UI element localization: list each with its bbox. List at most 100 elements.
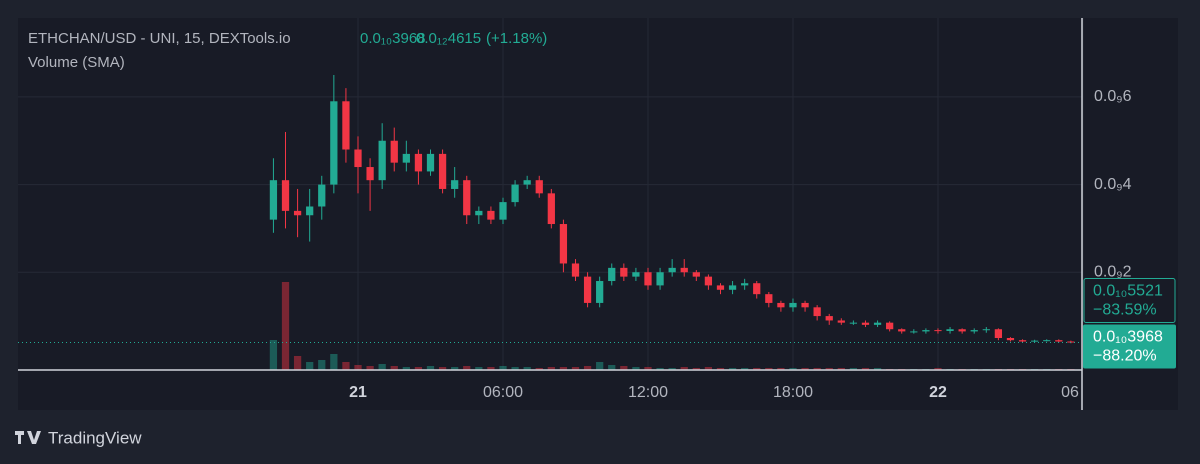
- candle-body: [342, 101, 350, 150]
- header-change: (+1.18%): [486, 30, 547, 47]
- candle-body: [946, 329, 954, 331]
- volume-bar: [632, 367, 640, 370]
- candle-body: [475, 210, 483, 216]
- volume-bar: [825, 368, 833, 370]
- candle-body: [994, 329, 1003, 338]
- x-tick-label: 22: [929, 384, 947, 401]
- volume-bar: [692, 368, 700, 370]
- volume-bar: [402, 367, 410, 370]
- candle-body: [644, 272, 652, 286]
- chart-pane: [18, 18, 1178, 410]
- candle-body: [306, 206, 314, 216]
- candle-body: [1067, 341, 1075, 343]
- volume-bar: [801, 368, 809, 370]
- volume-bar: [765, 368, 773, 370]
- volume-bar: [559, 367, 568, 370]
- candle-body: [801, 302, 809, 308]
- candle-body: [330, 101, 338, 185]
- candle-body: [849, 322, 858, 324]
- candle-body: [970, 330, 978, 332]
- candle-layer: [18, 74, 1082, 344]
- volume-bar: [789, 368, 797, 370]
- volume-bar: [837, 368, 845, 370]
- candle-body: [728, 285, 737, 290]
- candle-body: [910, 331, 918, 333]
- candle-body: [861, 322, 870, 325]
- candle-body: [438, 153, 447, 189]
- candle-body: [934, 330, 942, 332]
- volume-bar: [583, 366, 592, 370]
- candle-body: [922, 330, 930, 332]
- volume-bar: [281, 282, 290, 370]
- candle-body: [426, 153, 435, 172]
- candle-body: [402, 153, 410, 163]
- volume-bar: [596, 362, 604, 370]
- volume-bar: [644, 367, 652, 370]
- candle-body: [390, 140, 398, 163]
- axes: 0.0₉2 0.0₉4 0.0₉6 21 06:00 12:00 18:00 22 06 0.0₁…: [349, 88, 1176, 401]
- candle-body: [813, 307, 821, 317]
- volume-bar: [716, 368, 725, 370]
- candle-body: [777, 302, 785, 308]
- candle-body: [1006, 338, 1015, 341]
- candle-body: [716, 285, 725, 290]
- volume-bar: [463, 366, 471, 370]
- x-tick-label: 12:00: [628, 384, 668, 401]
- brand-logo: [15, 431, 41, 444]
- candle-body: [668, 267, 676, 273]
- last-price-change: −88.20%: [1093, 348, 1157, 365]
- candle-body: [547, 193, 555, 225]
- volume-bar: [330, 354, 338, 370]
- volume-bar: [354, 365, 362, 370]
- volume-bar: [378, 364, 386, 370]
- volume-bar: [680, 367, 688, 370]
- candle-body: [366, 167, 374, 181]
- candle-body: [825, 316, 833, 321]
- volume-bar: [318, 360, 326, 370]
- y-tick-label: 0.0₉4: [1094, 176, 1132, 193]
- candle-body: [596, 281, 604, 303]
- candle-body: [571, 263, 580, 277]
- candle-body: [958, 329, 966, 332]
- candle-body: [789, 302, 797, 308]
- candle-body: [463, 180, 471, 216]
- volume-bar: [849, 368, 858, 370]
- candle-body: [269, 180, 278, 220]
- candle-body: [632, 272, 640, 277]
- candle-body: [741, 283, 749, 286]
- brand-name: TradingView: [48, 428, 142, 447]
- volume-bar: [438, 367, 447, 370]
- volume-bar: [306, 362, 314, 370]
- volume-bar: [728, 368, 737, 370]
- candle-body: [583, 276, 592, 303]
- volume-bar: [535, 368, 543, 370]
- x-tick-label: 18:00: [773, 384, 813, 401]
- volume-bar: [873, 368, 882, 370]
- candle-body: [886, 322, 894, 330]
- marker-label: 0.0₁₀5521: [1093, 283, 1163, 300]
- last-price-label: 0.0₁₀3968: [1093, 329, 1163, 346]
- volume-bar: [934, 368, 942, 370]
- volume-bar: [390, 366, 398, 370]
- candle-body: [982, 329, 990, 331]
- candle-body: [559, 224, 568, 264]
- volume-bar: [608, 365, 616, 370]
- header-value: 0.0₁₂4615: [416, 30, 481, 47]
- volume-bar: [487, 367, 495, 370]
- candle-body: [511, 184, 519, 203]
- candle-body: [281, 180, 290, 211]
- x-tick-label: 06: [1061, 384, 1079, 401]
- volume-bar: [523, 367, 531, 370]
- candle-body: [1043, 340, 1051, 342]
- candle-body: [898, 329, 906, 332]
- candle-body: [692, 272, 700, 277]
- candle-body: [414, 153, 423, 172]
- candle-body: [1031, 340, 1039, 342]
- candle-body: [873, 322, 882, 325]
- candle-body: [293, 210, 302, 216]
- candle-body: [487, 210, 495, 220]
- x-tick-label: 06:00: [483, 384, 523, 401]
- volume-bar: [269, 340, 278, 370]
